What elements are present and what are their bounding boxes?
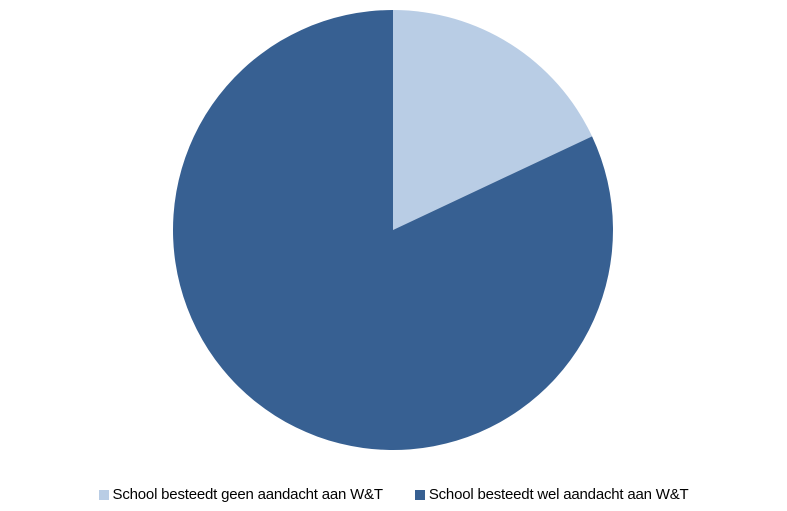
- legend-swatch-wel-aandacht: [414, 489, 425, 500]
- legend-swatch-geen-aandacht: [98, 489, 109, 500]
- legend-item-wel-aandacht: School besteedt wel aandacht aan W&T: [414, 486, 689, 503]
- pie-slice-wel-aandacht: [172, 10, 613, 450]
- pie-slice-geen-aandacht: [393, 10, 593, 230]
- pie-slices: [172, 10, 613, 450]
- legend-label-geen-aandacht: School besteedt geen aandacht aan W&T: [112, 486, 383, 503]
- legend-item-geen-aandacht: School besteedt geen aandacht aan W&T: [98, 486, 383, 503]
- legend-label-wel-aandacht: School besteedt wel aandacht aan W&T: [428, 486, 689, 503]
- legend: School besteedt geen aandacht aan W&T Sc…: [0, 486, 787, 503]
